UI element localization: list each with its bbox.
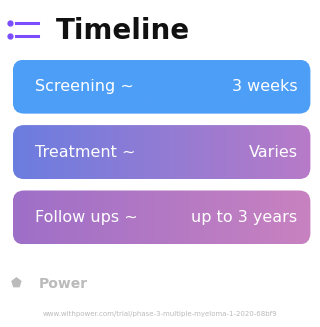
- Text: 3 weeks: 3 weeks: [232, 79, 298, 94]
- Text: ⬟: ⬟: [11, 278, 21, 291]
- Text: Varies: Varies: [249, 145, 298, 160]
- Text: Treatment ~: Treatment ~: [35, 145, 136, 160]
- Text: Follow ups ~: Follow ups ~: [35, 210, 138, 225]
- Text: up to 3 years: up to 3 years: [191, 210, 298, 225]
- Text: Power: Power: [38, 278, 88, 291]
- Text: Timeline: Timeline: [56, 17, 190, 45]
- Text: www.withpower.com/trial/phase-3-multiple-myeloma-1-2020-68bf9: www.withpower.com/trial/phase-3-multiple…: [43, 311, 277, 317]
- Text: Screening ~: Screening ~: [35, 79, 134, 94]
